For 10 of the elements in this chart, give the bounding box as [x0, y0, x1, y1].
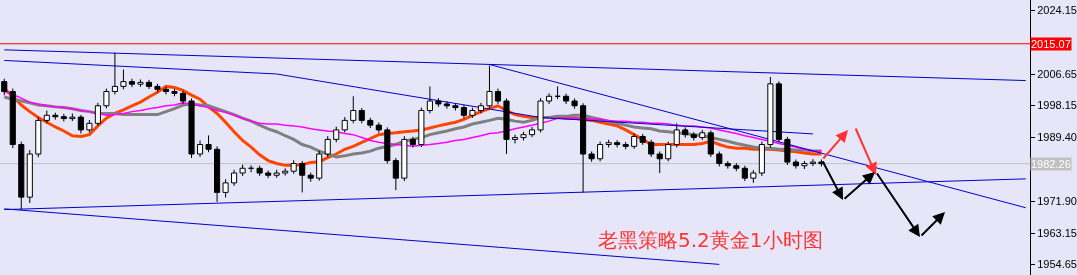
y-tick-label: 1989.40 [1037, 131, 1077, 144]
y-tick-label: 1971.90 [1037, 195, 1077, 208]
y-tick-label: 2024.15 [1037, 4, 1077, 17]
annotation: 老黑策略5.2黄金1小时图 [598, 228, 823, 252]
ref-line-label: 2015.07 [1031, 38, 1071, 50]
y-tick-label: 1998.15 [1037, 99, 1077, 112]
y-tick-label: 1963.15 [1037, 227, 1077, 240]
y-tick-label: 1954.65 [1037, 258, 1077, 271]
ref-line-label: 1982.26 [1031, 158, 1071, 170]
y-tick-label: 2006.65 [1037, 68, 1077, 81]
